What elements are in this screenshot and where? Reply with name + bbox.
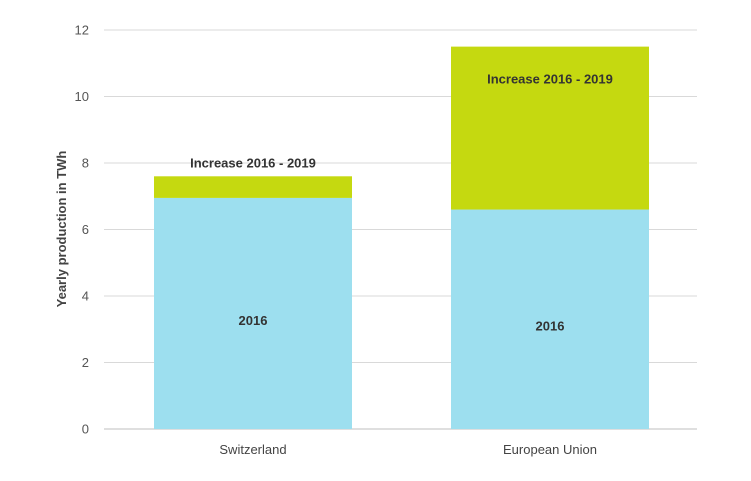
- segment-label: 2016: [536, 318, 565, 333]
- x-category-labels: Switzerland European Union: [219, 442, 597, 457]
- bar-segment-increase: [451, 46, 649, 210]
- y-tick-label: 4: [82, 289, 89, 304]
- y-tick-label: 8: [82, 156, 89, 171]
- y-tick-label: 12: [75, 23, 89, 38]
- y-tick-label: 10: [75, 89, 89, 104]
- y-tick-label: 6: [82, 222, 89, 237]
- y-tick-labels: 0 2 4 6 8 10 12: [75, 23, 89, 437]
- y-axis-label: Yearly production in TWh: [54, 151, 69, 308]
- bars: [154, 46, 649, 429]
- segment-label: 2016: [239, 313, 268, 328]
- x-category-label: Switzerland: [219, 442, 286, 457]
- bar-segment-base: [154, 197, 352, 429]
- y-tick-label: 2: [82, 355, 89, 370]
- segment-label: Increase 2016 - 2019: [487, 72, 613, 87]
- y-tick-label: 0: [82, 422, 89, 437]
- x-category-label: European Union: [503, 442, 597, 457]
- bar-segment-base: [451, 209, 649, 429]
- segment-labels: 2016 Increase 2016 - 2019 2016 Increase 201…: [190, 72, 613, 334]
- bar-segment-increase: [154, 176, 352, 198]
- segment-label: Increase 2016 - 2019: [190, 155, 316, 170]
